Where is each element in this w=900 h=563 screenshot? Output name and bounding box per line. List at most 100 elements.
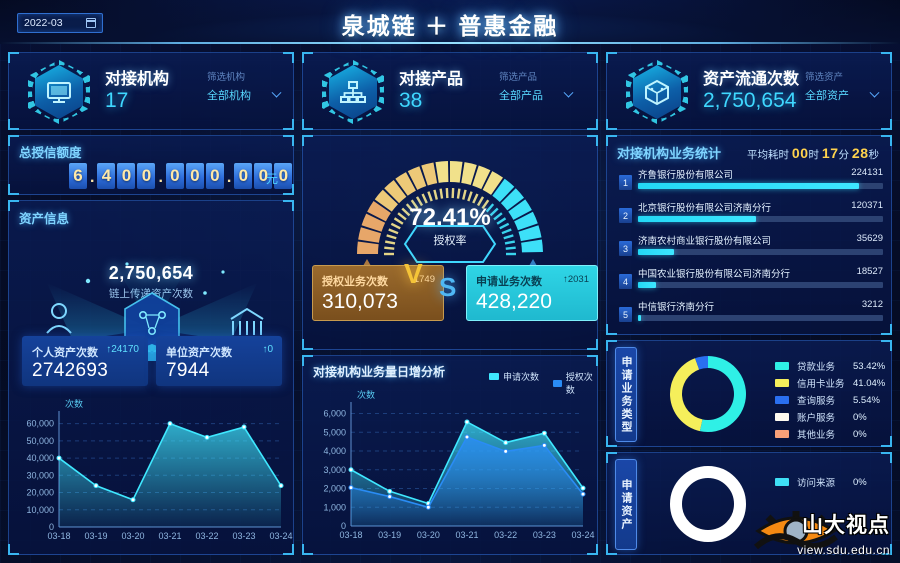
donut-slice — [670, 358, 703, 432]
kpi-filter-select[interactable]: 全部资产 — [805, 87, 880, 103]
legend-percent: 41.04% — [853, 377, 886, 389]
svg-text:60,000: 60,000 — [26, 419, 54, 429]
legend-label-authorize: 授权次数 — [565, 372, 593, 395]
legend-percent: 5.54% — [853, 394, 880, 406]
svg-text:0: 0 — [49, 522, 54, 532]
corner-deco — [8, 52, 19, 63]
rank-value: 3212 — [861, 299, 883, 310]
legend-item: 信用卡业务 41.04% — [775, 376, 885, 390]
legend-swatch-authorize — [553, 379, 562, 387]
kpi-title: 对接机构 — [105, 71, 170, 88]
rank-org-name: 济南农村商业银行股份有限公司 — [638, 236, 772, 247]
rank-value: 18527 — [856, 266, 883, 277]
asset-daily-chart: 0 10,000 20,000 30,000 40,000 50,000 60,000 03-… — [26, 398, 292, 541]
apply-business-type-card: 申请业务类型 贷款业务 53.42% 信用卡业务 41.04% 查询服务 5.54% 账户服… — [606, 340, 892, 447]
legend-swatch — [775, 430, 789, 438]
rank-org-name: 北京银行股份有限公司济南分行 — [638, 203, 772, 214]
versus-v: V — [404, 258, 423, 289]
org-business-daily-title: 对接机构业务量日增分析 — [313, 365, 446, 379]
applied-business-label: 申请业务次数 — [476, 276, 542, 288]
kpi-filter-select[interactable]: 全部机构 — [207, 87, 282, 103]
credit-digit: 6 — [69, 163, 87, 189]
svg-text:6,000: 6,000 — [323, 409, 346, 419]
avg-prefix: 平均耗时 — [747, 149, 789, 161]
watermark-brand: 山大视点 — [802, 514, 890, 537]
credit-separator: . — [158, 169, 163, 186]
credit-digit: 0 — [165, 163, 184, 189]
rank-value: 224131 — [851, 167, 883, 178]
avg-minutes: 17 — [821, 145, 839, 161]
legend-swatch — [775, 396, 789, 404]
svg-text:4,000: 4,000 — [323, 446, 346, 456]
legend-label: 其他业务 — [797, 430, 836, 441]
kpi-card-organizations: 对接机构 17 筛选机构 全部机构 — [8, 52, 294, 130]
authorized-business-label: 授权业务次数 — [322, 276, 388, 288]
credit-digit: 0 — [254, 163, 273, 189]
legend-label: 访问来源 — [797, 478, 836, 489]
svg-text:03-22: 03-22 — [195, 531, 218, 541]
svg-text:03-20: 03-20 — [121, 531, 144, 541]
kpi-card-products: 对接产品 38 筛选产品 全部产品 — [302, 52, 598, 130]
rank-number: 5 — [619, 307, 632, 322]
rank-bar-track — [638, 249, 883, 255]
legend-swatch — [775, 379, 789, 387]
calendar-icon — [86, 18, 96, 28]
credit-digit: 0 — [185, 163, 204, 189]
legend-item: 其他业务 0% — [775, 427, 867, 441]
rank-bar-fill — [638, 183, 859, 189]
rank-org-name: 齐鲁银行股份有限公司 — [638, 170, 734, 181]
svg-text:3,000: 3,000 — [323, 465, 346, 475]
legend-label-apply: 申请次数 — [503, 372, 540, 382]
legend-item: 贷款业务 53.42% — [775, 359, 885, 373]
avg-hours-unit: 时 — [808, 149, 820, 161]
authorized-business-value: 310,073 — [322, 290, 398, 313]
legend-label: 贷款业务 — [797, 362, 836, 373]
authorized-business-box: 授权业务次数 ↑1749 310,073 — [312, 265, 444, 321]
sitemap-icon — [340, 81, 366, 103]
chevron-down-icon — [271, 87, 282, 98]
svg-text:03-19: 03-19 — [378, 530, 401, 540]
credit-digit: 0 — [274, 163, 293, 189]
rank-bar-fill — [638, 216, 756, 222]
svg-text:03-22: 03-22 — [494, 530, 517, 540]
rank-row: 2 北京银行股份有限公司济南分行 120371 — [619, 199, 883, 233]
rank-row: 3 济南农村商业银行股份有限公司 35629 — [619, 232, 883, 266]
share-nodes-icon — [139, 311, 167, 336]
svg-text:40,000: 40,000 — [26, 453, 54, 463]
svg-text:50,000: 50,000 — [26, 436, 54, 446]
avg-hours: 00 — [791, 145, 809, 161]
svg-text:20,000: 20,000 — [26, 488, 54, 498]
rank-bar-track — [638, 315, 883, 321]
svg-text:03-18: 03-18 — [339, 530, 362, 540]
credit-digit: 0 — [205, 163, 224, 189]
personal-asset-label: 个人资产次数 — [32, 347, 98, 359]
org-business-daily-chart: 0 1,000 2,000 3,000 4,000 5,000 6,000 03-18 03-1… — [323, 389, 594, 540]
apply-asset-card: 申请资产 访问来源 0% — [606, 452, 892, 555]
kpi-filter-label: 筛选资产 — [805, 72, 844, 83]
svg-text:03-23: 03-23 — [533, 530, 556, 540]
watermark-url: view.sdu.edu.cn — [797, 543, 890, 557]
org-business-stats-card: 对接机构业务统计 平均耗时 00时 17分 28秒 1 齐鲁银行股份有限公司 224… — [606, 135, 892, 335]
month-picker[interactable]: 2022-03 — [17, 13, 103, 33]
avg-seconds-unit: 秒 — [868, 149, 880, 161]
svg-text:次数: 次数 — [357, 389, 375, 400]
watermark: 山大视点 view.sdu.edu.cn — [752, 503, 892, 557]
kpi-value: 17 — [105, 89, 129, 112]
cube-icon — [645, 79, 669, 106]
tab-apply-asset[interactable]: 申请资产 — [615, 459, 637, 550]
rank-row: 5 中信银行济南分行 3212 — [619, 298, 883, 332]
personal-asset-stat: 个人资产次数 ↑24170 2742693 — [22, 336, 148, 386]
svg-text:0: 0 — [341, 521, 346, 531]
svg-text:03-20: 03-20 — [417, 530, 440, 540]
rank-number: 3 — [619, 241, 632, 256]
gauge-label: 授权率 — [433, 235, 467, 247]
tab-apply-business-type[interactable]: 申请业务类型 — [615, 347, 637, 442]
authorized-business-delta: ↑1749 — [409, 274, 435, 285]
apply-business-type-donut — [670, 356, 746, 432]
rank-number: 4 — [619, 274, 632, 289]
svg-text:10,000: 10,000 — [26, 505, 54, 515]
kpi-filter-select[interactable]: 全部产品 — [499, 87, 574, 103]
versus-s: S — [439, 272, 457, 302]
kpi-hex-badge — [321, 60, 385, 124]
